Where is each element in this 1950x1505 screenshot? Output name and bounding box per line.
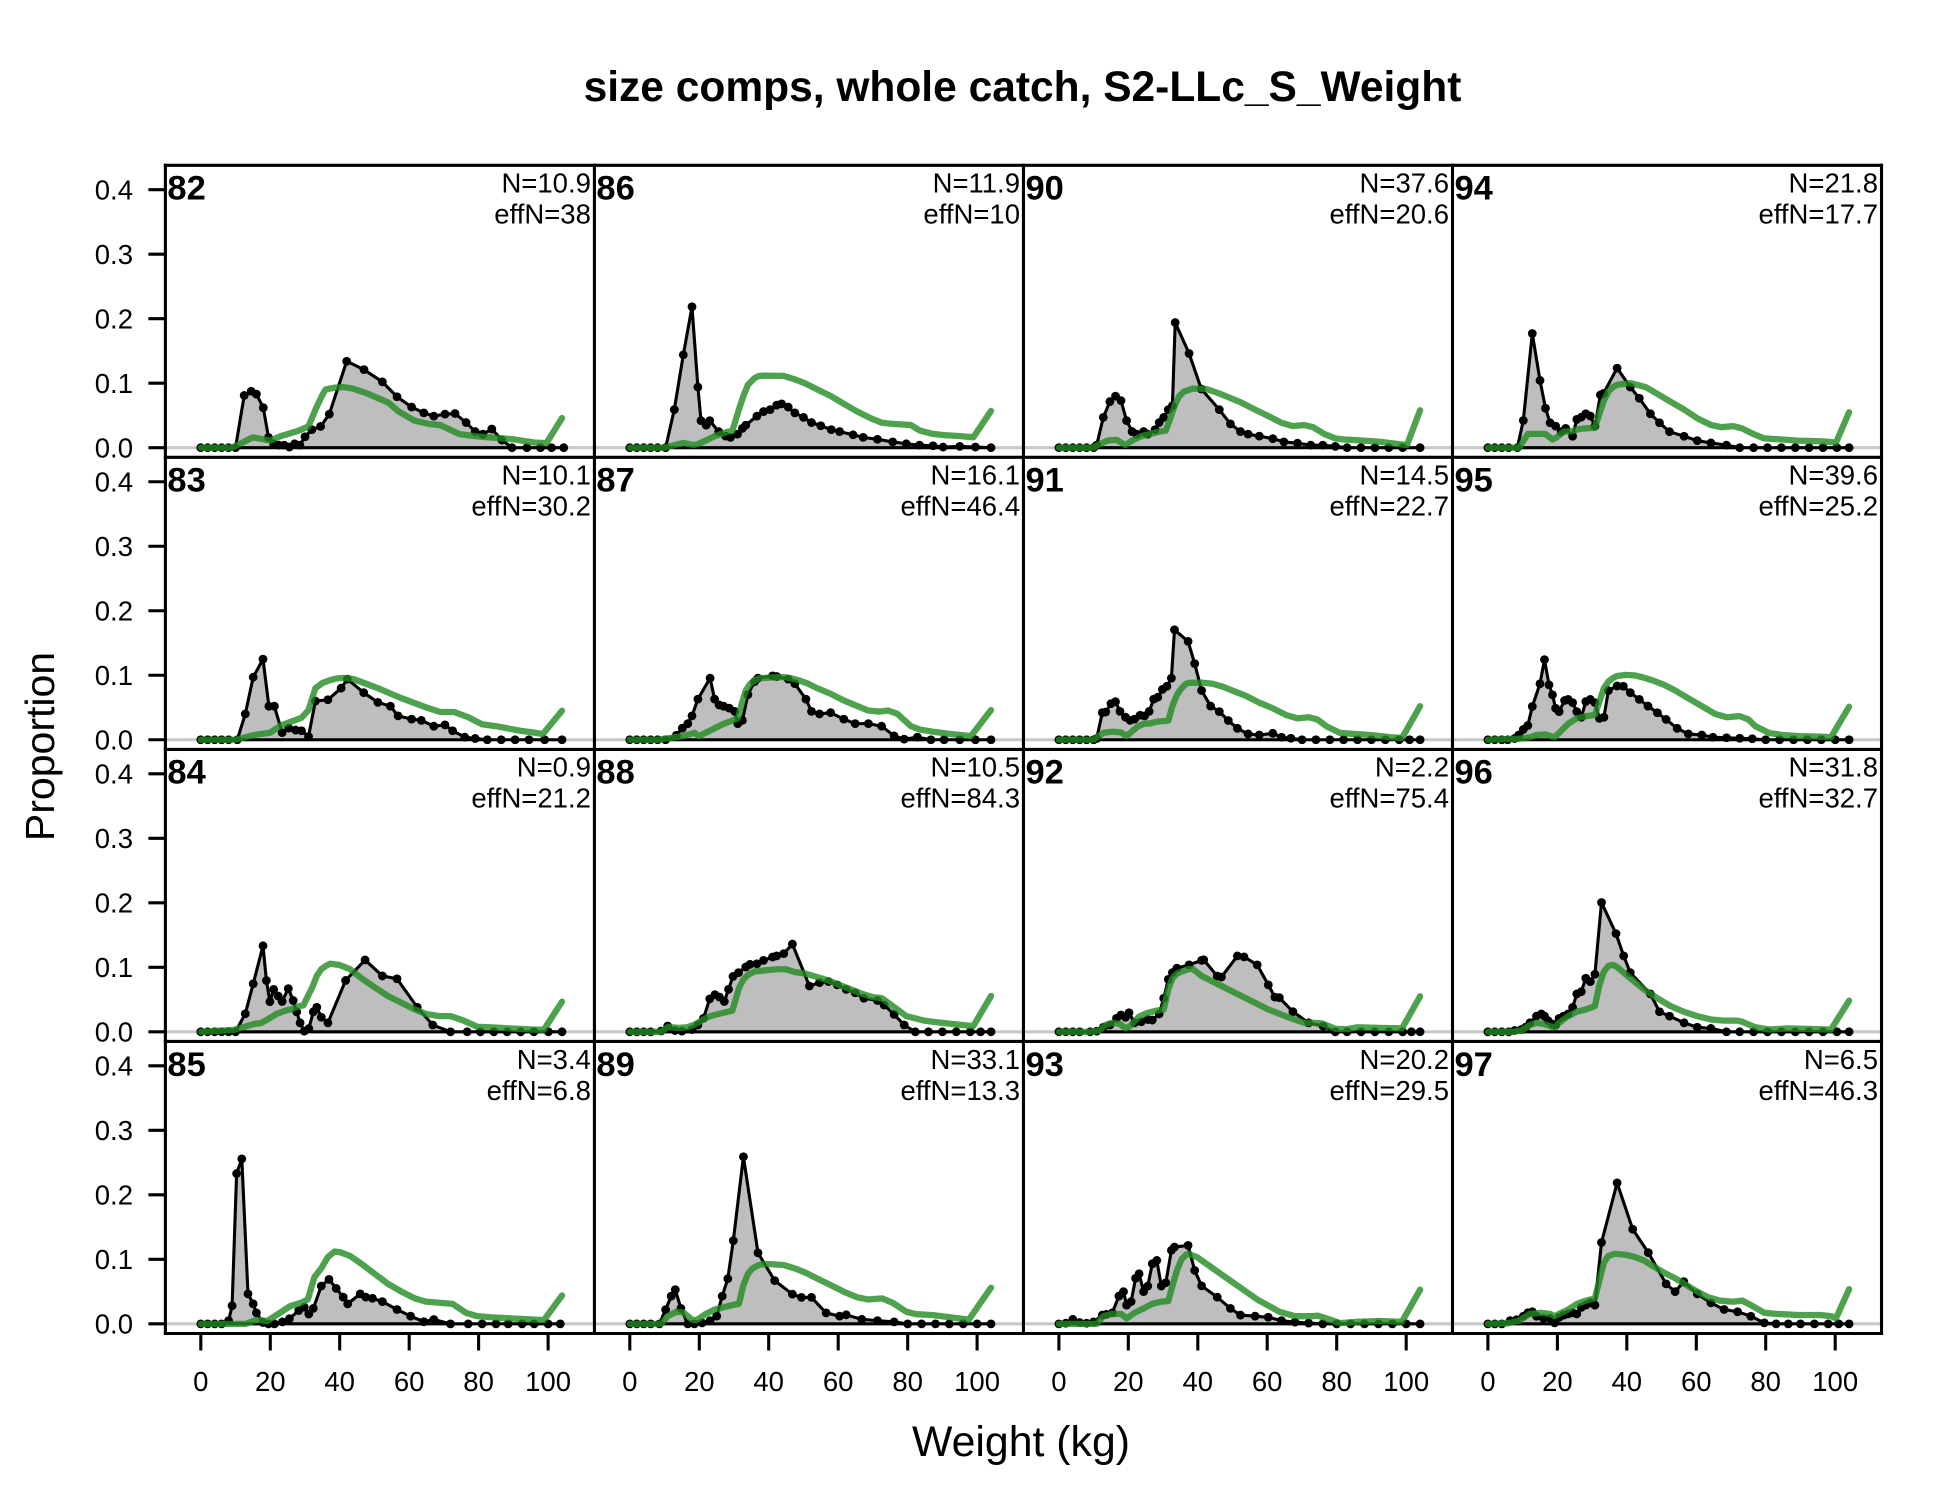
svg-text:95: 95	[1455, 462, 1493, 500]
svg-text:94: 94	[1455, 170, 1493, 208]
svg-text:size comps, whole catch, S2-LL: size comps, whole catch, S2-LLc_S_Weight	[584, 64, 1462, 111]
svg-text:N=10.5: N=10.5	[931, 752, 1020, 783]
svg-text:0.4: 0.4	[95, 466, 133, 497]
svg-text:90: 90	[1026, 170, 1064, 208]
svg-text:0.1: 0.1	[95, 1244, 133, 1275]
svg-text:0.4: 0.4	[95, 1050, 133, 1081]
svg-text:0.1: 0.1	[95, 660, 133, 691]
svg-text:N=20.2: N=20.2	[1360, 1044, 1449, 1075]
svg-text:N=11.9: N=11.9	[933, 168, 1020, 199]
svg-text:40: 40	[753, 1366, 784, 1397]
svg-text:0.0: 0.0	[95, 1016, 133, 1047]
svg-text:effN=32.7: effN=32.7	[1758, 783, 1878, 814]
svg-text:effN=10: effN=10	[923, 199, 1020, 230]
svg-text:N=6.5: N=6.5	[1804, 1044, 1878, 1075]
svg-text:effN=25.2: effN=25.2	[1758, 491, 1878, 522]
svg-text:82: 82	[167, 170, 205, 208]
svg-text:60: 60	[823, 1366, 854, 1397]
svg-text:N=33.1: N=33.1	[931, 1044, 1020, 1075]
svg-text:N=39.6: N=39.6	[1789, 460, 1878, 491]
svg-text:0: 0	[1480, 1366, 1495, 1397]
svg-text:100: 100	[1812, 1366, 1858, 1397]
svg-text:96: 96	[1455, 754, 1493, 792]
svg-text:0.3: 0.3	[95, 531, 133, 562]
svg-text:0.1: 0.1	[95, 368, 133, 399]
svg-text:0: 0	[622, 1366, 637, 1397]
svg-text:40: 40	[324, 1366, 355, 1397]
svg-text:60: 60	[1681, 1366, 1712, 1397]
svg-text:0.3: 0.3	[95, 823, 133, 854]
svg-text:80: 80	[463, 1366, 494, 1397]
svg-text:20: 20	[1113, 1366, 1144, 1397]
svg-text:effN=84.3: effN=84.3	[900, 783, 1020, 814]
svg-text:85: 85	[167, 1046, 205, 1084]
svg-text:effN=21.2: effN=21.2	[471, 783, 591, 814]
svg-text:effN=20.6: effN=20.6	[1329, 199, 1449, 230]
svg-text:Proportion: Proportion	[17, 652, 63, 841]
svg-text:effN=46.4: effN=46.4	[900, 491, 1020, 522]
svg-text:0.2: 0.2	[95, 1179, 133, 1210]
svg-text:effN=29.5: effN=29.5	[1329, 1075, 1449, 1106]
svg-text:0.0: 0.0	[95, 432, 133, 463]
svg-text:91: 91	[1026, 462, 1064, 500]
svg-text:effN=30.2: effN=30.2	[471, 491, 591, 522]
svg-text:N=10.9: N=10.9	[501, 168, 590, 199]
svg-text:100: 100	[954, 1366, 1000, 1397]
svg-text:0.2: 0.2	[95, 303, 133, 334]
svg-text:0.4: 0.4	[95, 174, 133, 205]
svg-text:20: 20	[1542, 1366, 1573, 1397]
svg-text:N=0.9: N=0.9	[517, 752, 591, 783]
svg-text:80: 80	[892, 1366, 923, 1397]
svg-text:effN=38: effN=38	[494, 199, 591, 230]
svg-text:20: 20	[684, 1366, 715, 1397]
svg-text:0: 0	[193, 1366, 208, 1397]
svg-text:100: 100	[1383, 1366, 1429, 1397]
svg-text:93: 93	[1026, 1046, 1064, 1084]
svg-text:20: 20	[255, 1366, 286, 1397]
svg-text:effN=17.7: effN=17.7	[1758, 199, 1878, 230]
svg-text:Weight (kg): Weight (kg)	[912, 1418, 1130, 1466]
svg-text:N=14.5: N=14.5	[1360, 460, 1449, 491]
svg-text:100: 100	[525, 1366, 571, 1397]
svg-text:N=16.1: N=16.1	[931, 460, 1020, 491]
svg-text:0.0: 0.0	[95, 1308, 133, 1339]
svg-text:97: 97	[1455, 1046, 1493, 1084]
svg-text:N=21.8: N=21.8	[1789, 168, 1878, 199]
svg-text:N=2.2: N=2.2	[1375, 752, 1449, 783]
svg-text:effN=46.3: effN=46.3	[1758, 1075, 1878, 1106]
svg-text:effN=22.7: effN=22.7	[1329, 491, 1449, 522]
svg-text:0.3: 0.3	[95, 1115, 133, 1146]
svg-text:89: 89	[596, 1046, 634, 1084]
svg-text:80: 80	[1321, 1366, 1352, 1397]
svg-text:0: 0	[1051, 1366, 1066, 1397]
svg-text:60: 60	[394, 1366, 425, 1397]
svg-text:0.3: 0.3	[95, 239, 133, 270]
svg-text:effN=6.8: effN=6.8	[487, 1075, 591, 1106]
svg-text:0.1: 0.1	[95, 952, 133, 983]
svg-text:83: 83	[167, 462, 205, 500]
svg-text:0.2: 0.2	[95, 887, 133, 918]
svg-text:N=37.6: N=37.6	[1360, 168, 1449, 199]
svg-text:N=31.8: N=31.8	[1789, 752, 1878, 783]
svg-text:effN=13.3: effN=13.3	[900, 1075, 1020, 1106]
svg-text:effN=75.4: effN=75.4	[1329, 783, 1449, 814]
svg-text:60: 60	[1252, 1366, 1283, 1397]
svg-text:N=3.4: N=3.4	[517, 1044, 591, 1075]
svg-text:88: 88	[596, 754, 634, 792]
svg-text:0.2: 0.2	[95, 595, 133, 626]
svg-text:87: 87	[596, 462, 634, 500]
svg-text:80: 80	[1750, 1366, 1781, 1397]
svg-text:0.0: 0.0	[95, 724, 133, 755]
svg-text:84: 84	[167, 754, 205, 792]
svg-text:86: 86	[596, 170, 634, 208]
svg-text:0.4: 0.4	[95, 758, 133, 789]
svg-text:40: 40	[1612, 1366, 1643, 1397]
svg-text:N=10.1: N=10.1	[501, 460, 590, 491]
svg-text:40: 40	[1183, 1366, 1214, 1397]
svg-text:92: 92	[1026, 754, 1064, 792]
